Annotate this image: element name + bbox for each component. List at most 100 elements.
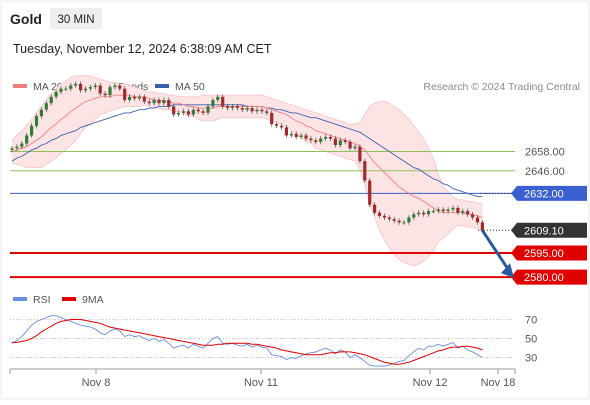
candle [328,134,333,142]
candle [64,86,68,92]
candle [79,81,83,93]
candle-body [436,209,440,212]
candle-body [324,137,328,139]
candle-body [39,109,43,117]
candle-body [270,112,274,125]
candle-body [471,214,475,218]
candle-body [172,106,176,115]
candle-body [387,217,391,220]
legend-swatch-ma50 [155,84,169,88]
level-tag-box-2595.00 [511,245,587,261]
candle [230,104,235,111]
candle-body [407,217,411,223]
candle [397,218,401,225]
candle-body [201,111,205,113]
candle-body [226,106,230,108]
candle-body [157,100,161,104]
candle-body [260,109,264,112]
candle-body [88,87,92,89]
level-tag-box-2632.00 [511,185,587,201]
candle-body [69,85,73,89]
candle [177,110,181,117]
candle-body [142,96,146,102]
bollinger-upper-line [11,75,483,204]
candle-body [196,109,200,112]
timeframe-badge[interactable] [50,8,102,29]
candle-body [402,222,406,224]
time-axis: Nov 8 Nov 11 Nov 12 Nov 18 [9,369,516,389]
candle-body [382,215,386,218]
candle [353,144,357,151]
rsi-9ma-line [12,319,483,365]
candle-body [289,133,293,136]
candle [363,158,367,183]
candle [88,84,92,92]
candle-body [230,106,235,108]
candle [34,113,39,129]
candle [402,220,406,225]
candle [103,91,107,98]
candle [475,215,480,225]
candle-body [162,100,166,104]
candle-body [240,108,244,110]
candle-body [319,138,323,142]
candle-body [255,109,259,112]
candle [338,137,342,148]
candle [245,105,249,113]
candle-body [206,106,210,113]
rsi-tick-30: 30 [525,353,537,365]
candle-body [397,220,401,223]
candle [216,94,220,103]
candle [157,97,161,106]
candle [431,208,435,214]
level-label-2646.00: 2646.00 [525,166,565,178]
candle [299,133,303,140]
candle-body [446,209,450,212]
candle [304,133,308,142]
candle [25,133,29,146]
candle [436,207,440,214]
candle-body [363,161,367,181]
candle [441,207,445,214]
candle-body [466,211,470,215]
candle [15,144,19,151]
candle [147,99,151,106]
candle [461,208,465,216]
candle-body [475,217,480,223]
candle-body [353,146,357,149]
candle-body [265,111,269,113]
candle-body [431,211,435,213]
candle [196,107,200,114]
candle-body [309,138,313,141]
candle-body [132,96,137,99]
candle [93,83,97,90]
candle-body [10,148,14,150]
candle [377,210,382,219]
candle [54,89,58,100]
forecast-arrow-line [481,229,510,270]
candle-body [15,146,19,149]
candle-body [181,111,186,113]
candle-body [338,140,342,146]
candle [255,107,259,114]
candle-body [118,85,122,89]
candle [74,81,78,88]
candle [382,213,386,220]
research-credit: Research © 2024 Trading Central [423,81,580,93]
candle-body [461,211,465,213]
candle [275,121,279,129]
timestamp: Tuesday, November 12, 2024 6:38:09 AM CE… [13,42,272,56]
candle-body [25,135,29,144]
candle [20,141,24,150]
candle-body [186,111,190,115]
candle-body [74,83,78,86]
candle-body [245,108,249,110]
forecast-arrow-head [501,263,514,279]
candle [279,123,284,130]
candle-body [304,135,308,139]
candle-body [314,140,318,142]
level-tag-2632.00: 2632.00 [511,185,587,201]
candle [10,145,14,153]
